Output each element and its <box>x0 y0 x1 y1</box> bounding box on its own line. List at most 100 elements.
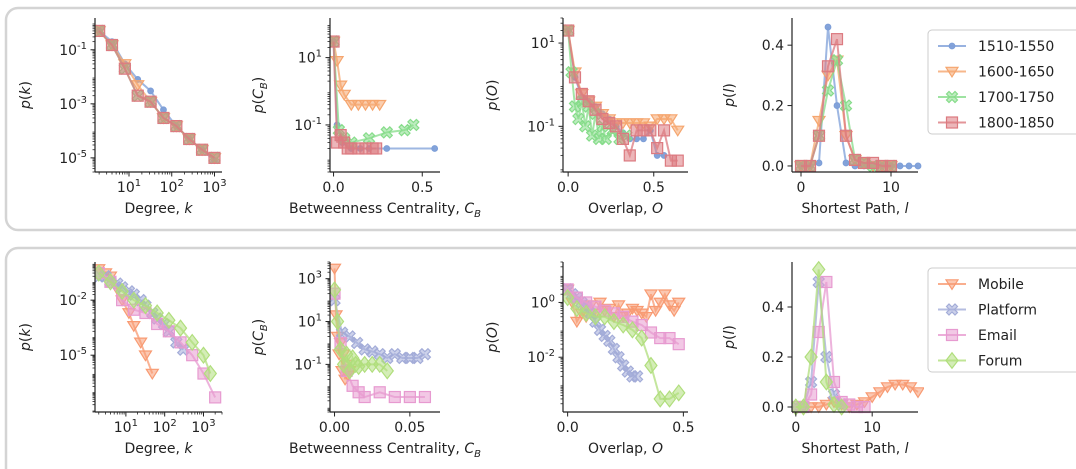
point-1800-1850-3 <box>131 89 144 102</box>
point-1800-1850-8 <box>616 132 630 145</box>
point-forum-10 <box>203 364 218 383</box>
point-1800-1850-3 <box>582 95 595 108</box>
point-1800-1850-4 <box>830 33 844 46</box>
x-tick-label: 0.5 <box>411 180 433 196</box>
point-1510-1550-6 <box>383 145 391 152</box>
x-tick-label: 101 <box>114 418 138 436</box>
legend-bottom: Mobile Platform Email Forum <box>927 267 1076 373</box>
point-forum-6 <box>834 398 849 416</box>
point-forum-6 <box>162 311 176 330</box>
y-tick-label: 10-2 <box>527 348 555 366</box>
point-email-8 <box>403 390 416 404</box>
point-1800-1850-3 <box>821 60 835 73</box>
y-axis-label: p(CB) <box>251 319 270 356</box>
point-email-2 <box>804 388 818 401</box>
panel-top-overlap: 0.0 0.5 101 10-1 Overlap, O p(O) <box>485 17 688 217</box>
point-email-8 <box>186 349 199 362</box>
point-forum-7 <box>625 321 640 339</box>
point-mobile-10 <box>872 387 887 399</box>
point-forum-1 <box>330 312 345 331</box>
point-mobile-23 <box>667 305 682 318</box>
point-forum-4 <box>597 307 612 326</box>
series-platform <box>330 293 432 365</box>
point-forum-2 <box>804 348 818 366</box>
point-1510-1550-11 <box>640 135 647 143</box>
point-1800-1850-2 <box>118 62 131 75</box>
series-forum <box>563 288 686 408</box>
legend-label: 1800-1850 <box>978 116 1054 132</box>
legend-item-1510-1550: 1510-1550 <box>938 39 1054 55</box>
point-forum-1 <box>796 398 811 416</box>
series-line-1510-1550 <box>801 26 918 167</box>
legend-label: Platform <box>978 303 1037 319</box>
point-mobile-11 <box>611 300 626 312</box>
y-tick-label: 101 <box>298 49 322 67</box>
point-1800-1850-14 <box>657 124 671 137</box>
point-1510-1550-11 <box>896 162 904 170</box>
point-1800-1850-1 <box>803 159 817 173</box>
point-forum-10 <box>653 390 667 408</box>
y-tick-label: 101 <box>531 34 555 52</box>
y-tick-label: 0.0 <box>762 400 784 416</box>
series-line-1600-1650 <box>332 41 380 106</box>
point-platform-12 <box>418 347 432 361</box>
point-mobile-6 <box>126 320 141 333</box>
point-1600-1650-8 <box>372 99 387 112</box>
y-tick-label: 10-1 <box>59 41 87 59</box>
point-mobile-0 <box>330 263 342 275</box>
point-forum-8 <box>185 333 199 352</box>
point-1800-1850-5 <box>157 111 170 125</box>
x-tick-label: 0.5 <box>672 420 694 436</box>
point-forum-8 <box>634 329 649 347</box>
point-1510-1550-4 <box>147 87 154 95</box>
point-1800-1850-9 <box>370 142 383 155</box>
legend-label: 1700-1750 <box>978 90 1054 106</box>
series-1800-1850 <box>794 33 898 173</box>
y-tick-label: 0.0 <box>762 159 784 175</box>
x-axis-label: Overlap, O <box>588 201 663 217</box>
x-axis-label: Betweenness Centrality, CB <box>289 201 481 220</box>
panel-top-betweenness: 0.0 0.5 101 10-1 Betweenness Centrality, CB p… <box>251 18 481 220</box>
legend-marker-1700-1750 <box>945 90 959 104</box>
point-mobile-24 <box>671 297 686 309</box>
point-forum-4 <box>138 296 153 315</box>
legend-marker-1600-1650 <box>944 66 960 79</box>
y-tick-label: 0.4 <box>762 300 784 316</box>
point-mobile-9 <box>145 368 160 381</box>
y-tick-label: 10-5 <box>59 346 87 364</box>
point-1600-1650-3 <box>130 80 145 92</box>
y-tick-label: 101 <box>298 313 322 331</box>
point-1800-1850-12 <box>644 124 657 137</box>
legend-label: 1600-1650 <box>978 65 1054 81</box>
point-email-7 <box>388 390 401 404</box>
point-mobile-21 <box>657 289 672 301</box>
point-1700-1750-4 <box>362 131 376 145</box>
series-1700-1750 <box>794 53 898 173</box>
x-tick-label: 103 <box>202 178 226 196</box>
point-1510-1550-12 <box>905 162 913 170</box>
panel-top-degree: 101 102 103 10-1 10-3 10-5 Degree, k p(k) <box>18 18 227 217</box>
point-1800-1850-8 <box>195 143 209 156</box>
point-forum-4 <box>339 345 354 363</box>
y-tick-label: 0.4 <box>762 38 784 54</box>
x-tick-label: 0.0 <box>322 180 344 196</box>
y-tick-label: 0.2 <box>762 350 784 366</box>
point-mobile-2 <box>811 402 826 414</box>
y-axis-label: p(CB) <box>251 77 270 114</box>
point-1800-1850-2 <box>812 129 826 142</box>
point-1800-1850-13 <box>651 142 664 155</box>
point-1800-1850-10 <box>884 159 898 173</box>
point-forum-1 <box>570 299 584 318</box>
legend-item-1700-1750: 1700-1750 <box>938 90 1054 106</box>
point-1510-1550-5 <box>160 106 167 114</box>
y-tick-label: 10-5 <box>59 149 87 167</box>
point-forum-11 <box>662 390 677 408</box>
point-mobile-17 <box>639 311 654 324</box>
point-email-12 <box>672 338 685 351</box>
point-forum-9 <box>644 356 658 375</box>
point-mobile-9 <box>865 392 880 404</box>
point-forum-1 <box>103 273 118 291</box>
legend-box <box>927 29 1076 135</box>
series-forum <box>330 281 395 380</box>
